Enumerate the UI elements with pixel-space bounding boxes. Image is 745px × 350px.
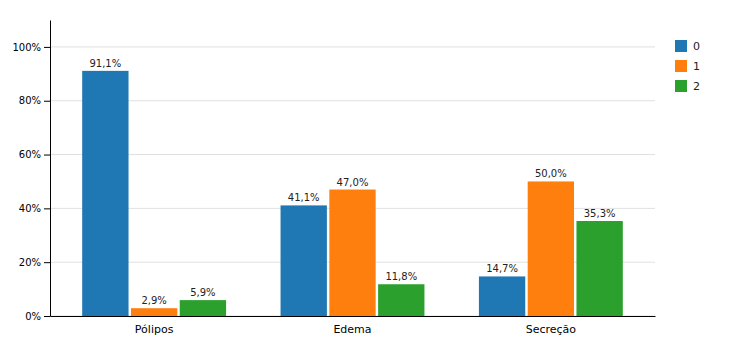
bar [82,71,128,316]
legend-swatch [675,80,687,92]
grid-line [50,100,655,101]
legend-swatch [675,60,687,72]
x-tick: Secreção [526,323,577,336]
x-tick-label: Edema [333,323,371,336]
y-tick: 40% [19,203,50,214]
y-tick-mark [44,101,50,102]
legend-item: 2 [675,80,700,93]
data-label: 2,9% [141,295,166,306]
y-tick-mark [44,316,50,317]
legend-swatch [675,40,687,52]
x-tick: Pólipos [135,323,174,336]
data-label: 50,0% [535,168,567,179]
y-tick-label: 100% [12,42,41,53]
x-axis: Pólipos Edema Secreção [51,317,656,336]
legend-item: 0 [675,40,700,53]
bar-series [180,221,623,316]
bar [329,190,375,316]
bar [378,284,424,316]
x-tick-label: Secreção [526,323,577,336]
grid-line [50,154,655,155]
y-tick-label: 60% [19,149,41,160]
bar [180,300,226,316]
data-label: 35,3% [584,208,616,219]
grid [50,47,655,316]
bars [82,71,623,316]
y-tick: 60% [19,149,50,160]
bar [576,221,622,316]
x-tick: Edema [333,323,371,336]
y-tick: 0% [25,311,50,322]
y-axis-line [50,21,51,317]
bar [281,205,327,316]
y-tick-label: 0% [25,311,41,322]
bar [131,308,177,316]
y-tick: 80% [19,95,50,106]
chart: 91,1% 41,1% 14,7% 2,9% 47,0% 50,0% 5,9% 11,8% 35… [0,0,745,350]
bar [528,181,574,316]
y-tick-label: 40% [19,203,41,214]
y-axis: 0% 20% 40% 60% 80% 100% [12,21,50,322]
y-tick-mark [44,155,50,156]
legend-label: 2 [693,80,700,93]
y-tick-mark [44,47,50,48]
x-tick-label: Pólipos [135,323,174,336]
y-tick-label: 80% [19,95,41,106]
bar-series [82,71,525,316]
legend-item: 1 [675,60,700,73]
plot: 91,1% 41,1% 14,7% 2,9% 47,0% 50,0% 5,9% 11,8% 35… [12,21,655,336]
data-label: 47,0% [337,177,369,188]
data-label: 5,9% [190,287,215,298]
y-tick-mark [44,208,50,209]
data-label: 11,8% [385,271,417,282]
data-labels: 91,1% 41,1% 14,7% 2,9% 47,0% 50,0% 5,9% 11,8% 35… [89,58,615,306]
legend-label: 1 [693,60,700,73]
legend: 0 1 2 [675,40,700,93]
y-tick: 100% [12,42,50,53]
bar [479,276,525,316]
y-tick-mark [44,262,50,263]
grid-line [50,46,655,47]
y-tick-label: 20% [19,257,41,268]
bar-series [131,181,574,316]
y-tick: 20% [19,257,50,268]
data-label: 14,7% [486,263,518,274]
data-label: 91,1% [89,58,121,69]
x-axis-line [51,316,656,317]
data-label: 41,1% [288,192,320,203]
legend-label: 0 [693,40,700,53]
